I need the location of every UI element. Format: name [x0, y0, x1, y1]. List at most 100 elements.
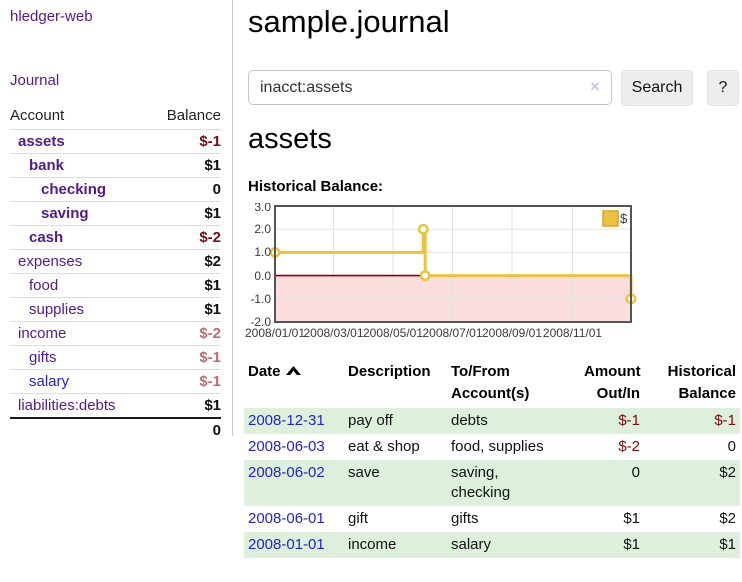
svg-text:2.0: 2.0 — [254, 222, 271, 236]
account-balance: $1 — [149, 393, 221, 418]
transaction-date-link[interactable]: 2008-06-01 — [248, 510, 325, 527]
register-header-description: Description — [348, 363, 431, 380]
sidebar: hledger-web Journal Account Balance asse… — [0, 0, 233, 442]
account-link-food[interactable]: food — [29, 277, 59, 294]
transaction-balance: $-1 — [644, 408, 740, 434]
transaction-balance: $2 — [719, 510, 736, 527]
svg-text:2008/05/01: 2008/05/01 — [363, 326, 423, 340]
account-row: bank $1 — [10, 153, 221, 178]
transaction-balance: $1 — [644, 532, 740, 558]
account-link-gifts[interactable]: gifts — [29, 349, 57, 366]
accounts-header-balance: Balance — [166, 107, 221, 124]
svg-text:2008/07/01: 2008/07/01 — [422, 326, 482, 340]
page-title: sample.journal — [248, 4, 450, 39]
account-balance: $2 — [149, 249, 221, 274]
register-header-row: Date Description To/From Account(s) Amou… — [244, 358, 740, 408]
svg-text:1.0: 1.0 — [254, 245, 271, 259]
account-balance: $1 — [149, 297, 221, 322]
help-button[interactable]: ? — [707, 70, 739, 106]
chart-y-tick-labels: 3.0 2.0 1.0 0.0 -1.0 -2.0 — [250, 203, 271, 329]
account-link-expenses[interactable]: expenses — [18, 253, 83, 270]
register-header-tofrom: To/From Account(s) — [451, 363, 530, 402]
register-header-date[interactable]: Date — [244, 358, 344, 408]
chart-x-tick-labels: 2008/01/01 2008/03/01 2008/05/01 2008/07… — [245, 326, 602, 340]
svg-text:2008/09/01: 2008/09/01 — [482, 326, 542, 340]
sort-ascending-icon — [285, 361, 301, 383]
account-link-salary[interactable]: salary — [29, 373, 70, 390]
transaction-amount: 0 — [580, 460, 644, 506]
accounts-total-row: 0 — [10, 416, 221, 442]
legend-swatch — [602, 210, 619, 227]
register-row: 2008-12-31 pay off debts $-1 $-1 — [244, 408, 740, 434]
clear-search-icon[interactable]: × — [590, 77, 600, 96]
account-row: expenses $2 — [10, 249, 221, 274]
transaction-amount: $-2 — [618, 438, 640, 455]
accounts-header-account: Account — [10, 107, 65, 124]
transaction-accounts: debts — [447, 408, 580, 434]
account-link-bank[interactable]: bank — [29, 157, 65, 174]
account-row: saving $1 — [10, 201, 221, 226]
account-balance: 0 — [149, 177, 221, 202]
register-row: 2008-01-01 income salary $1 $1 — [244, 532, 740, 558]
transaction-description: gift — [348, 510, 369, 527]
search-form: × Search ? — [248, 70, 742, 106]
app-brand-link[interactable]: hledger-web — [10, 8, 93, 25]
svg-text:2008/01/01: 2008/01/01 — [245, 326, 305, 340]
transaction-date-link[interactable]: 2008-06-02 — [248, 464, 325, 481]
register-row: 2008-06-03 eat & shop food, supplies $-2… — [244, 434, 740, 460]
register-row: 2008-06-01 gift gifts $1 $2 — [244, 506, 740, 532]
transaction-amount: $1 — [623, 510, 640, 527]
svg-text:0.0: 0.0 — [254, 269, 271, 283]
account-balance: $-1 — [149, 345, 221, 370]
account-link-cash[interactable]: cash — [29, 229, 64, 246]
account-balance: $-1 — [149, 369, 221, 394]
legend-label: $ — [620, 211, 628, 226]
account-row: liabilities:debts $1 — [10, 393, 221, 418]
account-row: cash $-2 — [10, 225, 221, 250]
svg-text:-2.0: -2.0 — [250, 315, 271, 329]
account-row: income $-2 — [10, 321, 221, 346]
accounts-table: Account Balance assets $-1 bank $1 check… — [10, 107, 221, 442]
register-row: 2008-06-02 save saving, checking 0 $2 — [244, 460, 740, 506]
transaction-date-link[interactable]: 2008-01-01 — [248, 536, 325, 553]
transaction-date-link[interactable]: 2008-06-03 — [248, 438, 325, 455]
account-balance: $1 — [149, 273, 221, 298]
account-link-checking[interactable]: checking — [41, 181, 107, 198]
transaction-accounts: food, supplies — [451, 438, 544, 455]
account-link-income[interactable]: income — [18, 325, 67, 342]
search-input[interactable] — [248, 70, 612, 105]
svg-text:2008/11/01: 2008/11/01 — [543, 326, 602, 340]
transaction-accounts: gifts — [451, 510, 479, 527]
account-row: salary $-1 — [10, 369, 221, 394]
register-header-amount: Amount Out/In — [584, 363, 641, 402]
account-link-supplies[interactable]: supplies — [29, 301, 85, 318]
accounts-total-value: 0 — [149, 416, 221, 442]
transaction-balance: 0 — [727, 438, 736, 455]
register-table: Date Description To/From Account(s) Amou… — [244, 358, 740, 558]
account-balance: $-1 — [149, 129, 221, 154]
chart-title: Historical Balance: — [248, 178, 384, 195]
chart-border — [274, 205, 632, 323]
transaction-description: income — [344, 532, 447, 558]
transaction-date-link[interactable]: 2008-12-31 — [248, 412, 325, 429]
account-balance: $1 — [149, 201, 221, 226]
date-header-label: Date — [248, 363, 281, 380]
account-balance: $-2 — [149, 225, 221, 250]
accounts-header-row: Account Balance — [10, 107, 221, 130]
register-header-balance: Historical Balance — [667, 363, 736, 402]
account-row: checking 0 — [10, 177, 221, 202]
sidebar-item-journal[interactable]: Journal — [10, 72, 60, 89]
historical-balance-chart[interactable]: $ 3.0 2.0 1.0 0.0 -1.0 -2.0 2008/01/01 2… — [244, 203, 640, 343]
transaction-description: pay off — [344, 408, 447, 434]
account-link-saving[interactable]: saving — [41, 205, 89, 222]
transaction-description: eat & shop — [348, 438, 420, 455]
account-row: supplies $1 — [10, 297, 221, 322]
account-row: food $1 — [10, 273, 221, 298]
transaction-accounts: saving, checking — [447, 460, 580, 506]
search-button[interactable]: Search — [621, 70, 693, 106]
svg-text:2008/03/01: 2008/03/01 — [303, 326, 363, 340]
account-link-liabilities-debts[interactable]: liabilities:debts — [18, 396, 116, 414]
transaction-accounts: salary — [447, 532, 580, 558]
svg-text:-1.0: -1.0 — [250, 292, 271, 306]
account-link-assets[interactable]: assets — [18, 133, 65, 150]
